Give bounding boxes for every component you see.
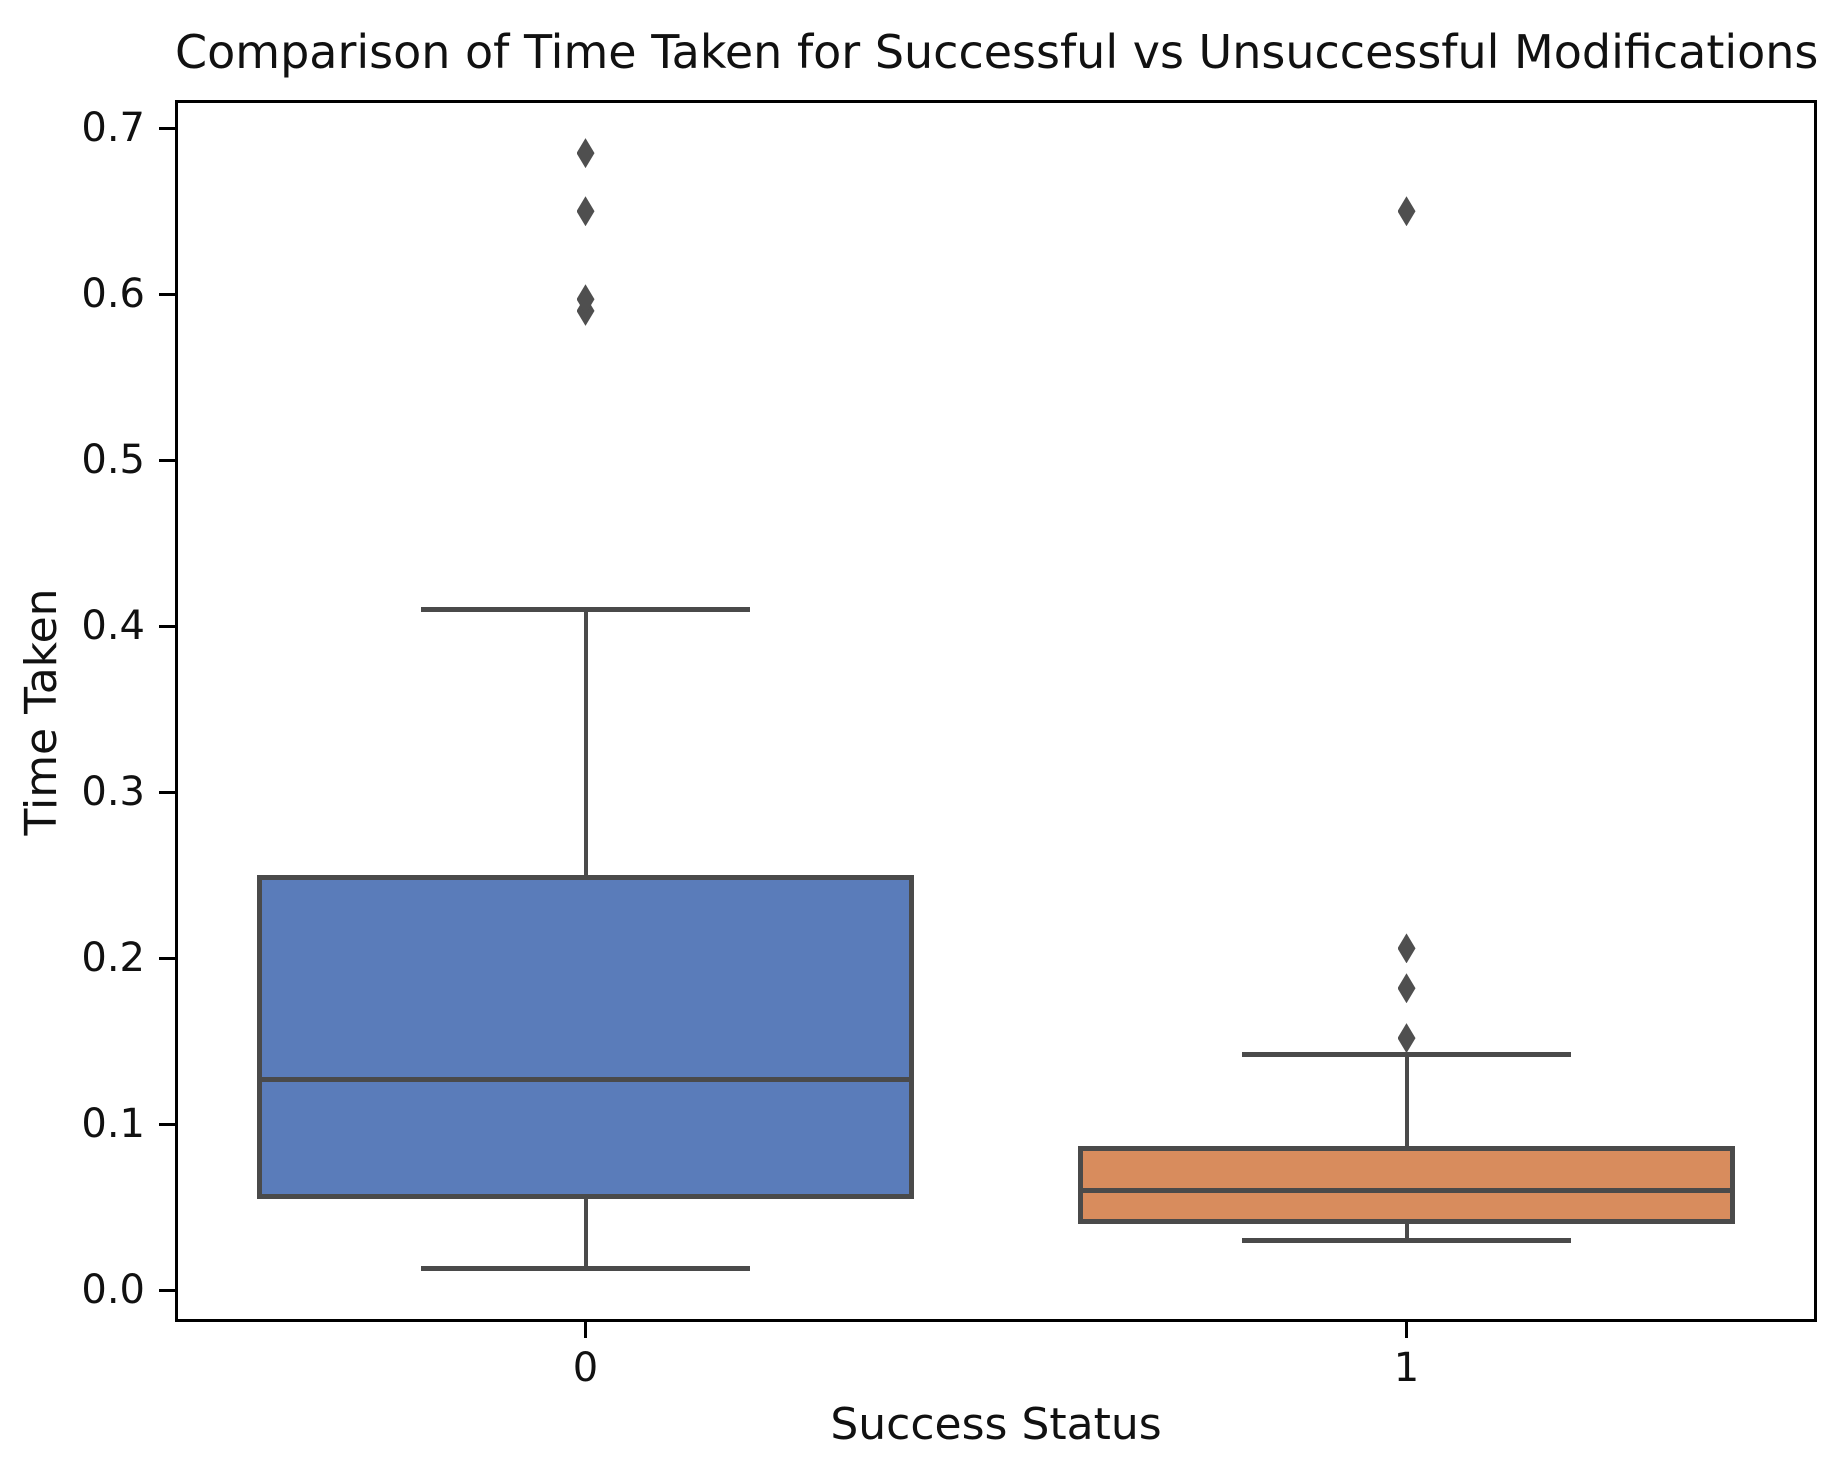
- y-tick-mark: [159, 458, 175, 462]
- lower-whisker-cap: [1242, 1238, 1571, 1244]
- y-tick-label: 0.7: [81, 105, 145, 152]
- median-line: [1078, 1188, 1735, 1194]
- y-tick-mark: [159, 292, 175, 296]
- box-category-0: [257, 875, 914, 1200]
- upper-whisker-cap: [421, 607, 750, 613]
- y-tick-mark: [159, 1288, 175, 1292]
- outlier-diamond: [1397, 973, 1416, 1004]
- upper-whisker-line: [583, 609, 588, 876]
- lower-whisker-line: [1404, 1224, 1409, 1241]
- outlier-diamond: [1397, 1023, 1416, 1054]
- y-tick-mark: [159, 126, 175, 130]
- y-tick-label: 0.5: [81, 437, 145, 484]
- upper-whisker-line: [1404, 1054, 1409, 1146]
- x-tick-label: 1: [1393, 1345, 1420, 1391]
- outlier-diamond: [576, 196, 595, 227]
- chart-title: Comparison of Time Taken for Successful …: [175, 25, 1819, 79]
- y-tick-mark: [159, 1122, 175, 1126]
- y-tick-label: 0.3: [81, 769, 145, 816]
- y-tick-label: 0.4: [81, 603, 145, 650]
- y-tick-label: 0.0: [81, 1267, 145, 1314]
- outlier-diamond: [576, 138, 595, 169]
- outlier-diamond: [1397, 196, 1416, 227]
- lower-whisker-line: [583, 1199, 588, 1269]
- y-tick-mark: [159, 790, 175, 794]
- lower-whisker-cap: [421, 1266, 750, 1272]
- y-tick-label: 0.2: [81, 935, 145, 982]
- x-tick-mark: [584, 1322, 587, 1338]
- x-tick-mark: [1405, 1322, 1408, 1338]
- y-tick-label: 0.1: [81, 1101, 145, 1148]
- y-tick-mark: [159, 956, 175, 960]
- y-tick-label: 0.6: [81, 271, 145, 318]
- outlier-diamond: [576, 284, 595, 315]
- x-axis-label: Success Status: [830, 1399, 1162, 1450]
- x-tick-label: 0: [572, 1345, 599, 1391]
- upper-whisker-cap: [1242, 1052, 1571, 1058]
- box-category-1: [1078, 1146, 1735, 1225]
- y-tick-mark: [159, 624, 175, 628]
- outlier-diamond: [1397, 933, 1416, 964]
- median-line: [257, 1077, 914, 1083]
